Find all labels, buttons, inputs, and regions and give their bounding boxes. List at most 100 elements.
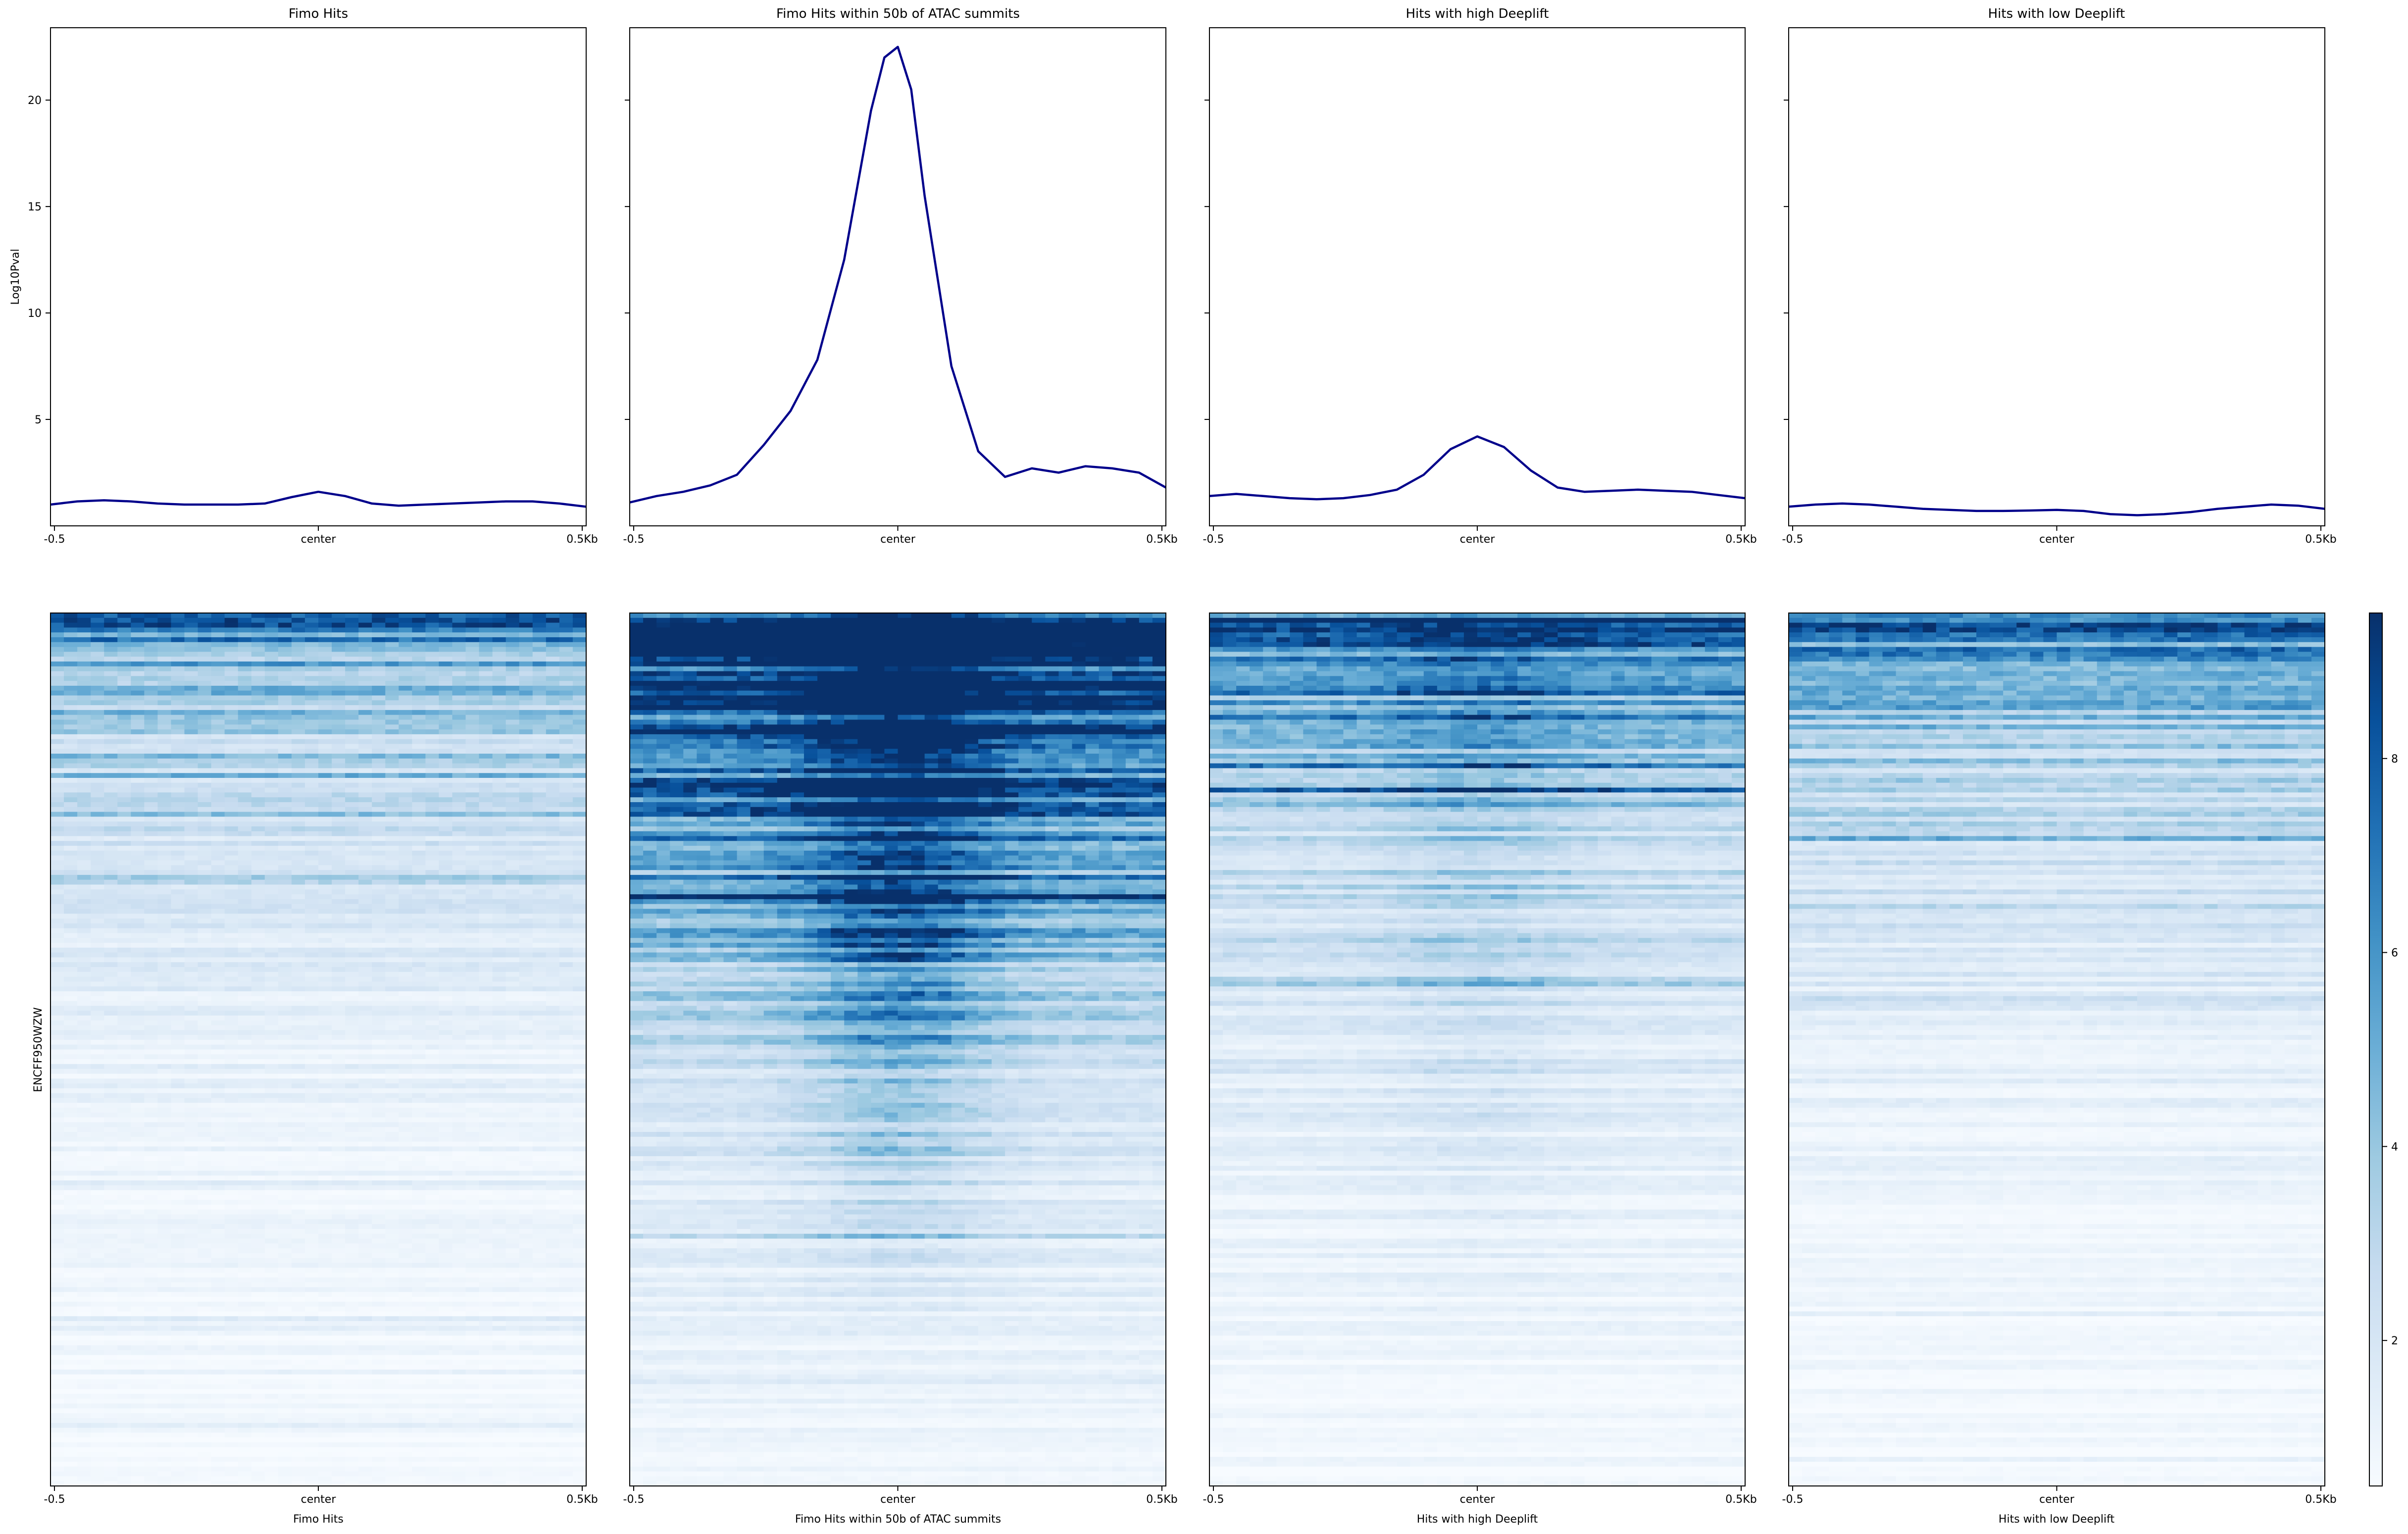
heatmap-cell (305, 880, 319, 885)
heatmap-cell (64, 991, 78, 996)
heatmap-cell (399, 928, 412, 933)
heatmap-cell (157, 948, 171, 953)
heatmap-cell (332, 1171, 346, 1176)
heatmap-cell (144, 778, 158, 783)
heatmap-cell (385, 904, 399, 909)
heatmap-cell (479, 623, 493, 628)
heatmap-cell (372, 928, 386, 933)
heatmap-cell (466, 826, 480, 831)
heatmap-cell (372, 729, 386, 734)
heatmap-cell (345, 797, 359, 802)
heatmap-cell (358, 744, 372, 749)
heatmap-cell (466, 1021, 480, 1025)
heatmap-cell (144, 933, 158, 938)
heatmap-cell (533, 1190, 547, 1195)
heatmap-cell (292, 652, 305, 657)
heatmap-cell (91, 962, 104, 967)
heatmap-cell (332, 1045, 346, 1050)
heatmap-cell (157, 1006, 171, 1011)
heatmap-cell (332, 919, 346, 923)
heatmap-cell (412, 671, 426, 676)
heatmap-cell (185, 671, 199, 676)
heatmap-cell (399, 671, 412, 676)
heatmap-cell (479, 953, 493, 958)
heatmap-cell (77, 671, 91, 676)
heatmap-cell (345, 1069, 359, 1074)
heatmap-cell (559, 904, 573, 909)
heatmap-cell (185, 719, 199, 724)
heatmap-cell (506, 1059, 520, 1064)
heatmap-cell (157, 691, 171, 696)
heatmap-cell (425, 1025, 439, 1030)
heatmap-cell (425, 977, 439, 982)
heatmap-cell (50, 1030, 64, 1035)
heatmap-cell (77, 914, 91, 919)
heatmap-cell (332, 1166, 346, 1171)
heatmap-cell (519, 1205, 533, 1210)
heatmap-cell (77, 1205, 91, 1210)
heatmap-cell (519, 1083, 533, 1088)
heatmap-cell (104, 1025, 118, 1030)
heatmap-cell (506, 773, 520, 778)
heatmap-cell (238, 986, 252, 991)
heatmap-cell (64, 1118, 78, 1123)
heatmap-cell (452, 1166, 466, 1171)
heatmap-cell (332, 1054, 346, 1059)
heatmap-cell (439, 894, 452, 899)
heatmap-cell (225, 773, 239, 778)
heatmap-cell (479, 880, 493, 885)
heatmap-cell (157, 981, 171, 986)
heatmap-cell (305, 812, 319, 817)
heatmap-cell (452, 724, 466, 729)
heatmap-cell (573, 914, 587, 919)
heatmap-cell (493, 1050, 506, 1055)
heatmap-cell (318, 613, 332, 618)
heatmap-cell (211, 1035, 225, 1040)
heatmap-cell (546, 1156, 560, 1161)
heatmap-cell (559, 724, 573, 729)
heatmap-cell (305, 773, 319, 778)
heatmap-cell (278, 1006, 292, 1011)
heatmap-cell (318, 739, 332, 744)
heatmap-cell (345, 1016, 359, 1021)
heatmap-cell (144, 719, 158, 724)
heatmap-cell (211, 933, 225, 938)
heatmap-cell (131, 1161, 145, 1166)
heatmap-cell (345, 870, 359, 875)
heatmap-cell (104, 889, 118, 894)
heatmap-cell (493, 1122, 506, 1127)
heatmap-cell (144, 1180, 158, 1185)
heatmap-cell (91, 889, 104, 894)
heatmap-cell (358, 1113, 372, 1118)
heatmap-cell (493, 1171, 506, 1176)
heatmap-cell (345, 938, 359, 943)
heatmap-cell (519, 884, 533, 889)
heatmap-cell (412, 719, 426, 724)
heatmap-cell (157, 1064, 171, 1069)
heatmap-cell (506, 1006, 520, 1011)
heatmap-cell (211, 986, 225, 991)
heatmap-cell (50, 928, 64, 933)
heatmap-cell (64, 676, 78, 681)
heatmap-cell (225, 788, 239, 793)
heatmap-cell (292, 807, 305, 812)
heatmap-cell (131, 938, 145, 943)
heatmap-cell (251, 749, 265, 754)
heatmap-cell (104, 812, 118, 817)
heatmap-cell (439, 875, 452, 880)
heatmap-cell (238, 778, 252, 783)
heatmap-cell (157, 744, 171, 749)
heatmap-cell (265, 739, 279, 744)
heatmap-cell (506, 627, 520, 632)
heatmap-cell (372, 700, 386, 705)
heatmap-cell (305, 788, 319, 793)
heatmap-cell (506, 865, 520, 870)
heatmap-cell (479, 691, 493, 696)
heatmap-cell (533, 943, 547, 948)
heatmap-cell (278, 642, 292, 647)
heatmap-cell (332, 1083, 346, 1088)
heatmap-cell (318, 1146, 332, 1151)
heatmap-cell (479, 923, 493, 928)
heatmap-cell (225, 1059, 239, 1064)
heatmap-cell (171, 831, 185, 836)
